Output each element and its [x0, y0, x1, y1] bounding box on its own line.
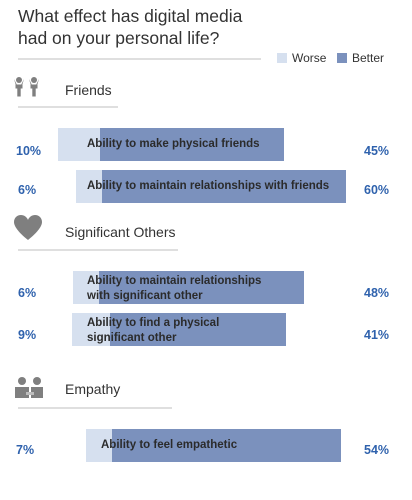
pct-better-maintain-friends: 60% — [364, 183, 389, 197]
pct-worse-maintain-significant-other: 6% — [18, 286, 36, 300]
bar-better-maintain-significant-other — [99, 271, 304, 304]
bar-label-maintain-friends: Ability to maintain relationships with f… — [87, 180, 329, 192]
pct-worse-find-significant-other: 9% — [18, 328, 36, 342]
bar-row-maintain-friends: Ability to maintain relationships with f… — [18, 170, 389, 203]
section-label-friends: Friends — [65, 82, 112, 98]
bar-label-make-physical-friends: Ability to make physical friends — [87, 138, 260, 150]
bar-label-find-significant-other-line-1: Ability to find a physical — [87, 317, 219, 329]
section-label-empathy: Empathy — [65, 381, 120, 397]
chart-title-line-2: had on your personal life? — [18, 28, 220, 48]
section-label-significant-others: Significant Others — [65, 224, 176, 240]
bar-worse-make-physical-friends — [58, 128, 100, 161]
empathy-icon — [15, 377, 43, 398]
pct-better-maintain-significant-other: 48% — [364, 286, 389, 300]
chart-title-line-1: What effect has digital media — [18, 6, 243, 26]
bar-worse-find-significant-other — [72, 313, 110, 346]
bar-row-find-significant-other: Ability to find a physical significant o… — [18, 313, 389, 346]
pct-better-find-significant-other: 41% — [364, 328, 389, 342]
bar-better-feel-empathetic — [112, 429, 341, 462]
pct-worse-maintain-friends: 6% — [18, 183, 36, 197]
bar-better-maintain-friends — [102, 170, 346, 203]
bar-label-feel-empathetic: Ability to feel empathetic — [101, 439, 238, 451]
legend-swatch-worse — [277, 53, 287, 63]
bar-label-maintain-significant-other-line-1: Ability to maintain relationships — [87, 275, 261, 287]
pct-worse-make-physical-friends: 10% — [16, 144, 41, 158]
legend: Worse Better — [277, 51, 384, 65]
bar-worse-maintain-significant-other — [73, 271, 99, 304]
heart-icon — [14, 215, 42, 240]
bar-row-feel-empathetic: Ability to feel empathetic 7% 54% — [16, 429, 389, 462]
pct-worse-feel-empathetic: 7% — [16, 443, 34, 457]
pct-better-make-physical-friends: 45% — [364, 144, 389, 158]
bar-label-find-significant-other-line-2: significant other — [87, 332, 177, 344]
people-icon — [14, 77, 39, 97]
bar-label-maintain-significant-other-line-2: with significant other — [86, 290, 203, 302]
legend-swatch-better — [337, 53, 347, 63]
bar-worse-maintain-friends — [76, 170, 102, 203]
legend-label-worse: Worse — [292, 51, 327, 65]
bar-better-find-significant-other — [110, 313, 286, 346]
legend-label-better: Better — [352, 51, 384, 65]
pct-better-feel-empathetic: 54% — [364, 443, 389, 457]
bar-better-make-physical-friends — [100, 128, 284, 161]
bar-worse-feel-empathetic — [86, 429, 112, 462]
bar-row-maintain-significant-other: Ability to maintain relationships with s… — [18, 271, 389, 304]
bar-row-make-physical-friends: Ability to make physical friends 10% 45% — [16, 128, 389, 161]
